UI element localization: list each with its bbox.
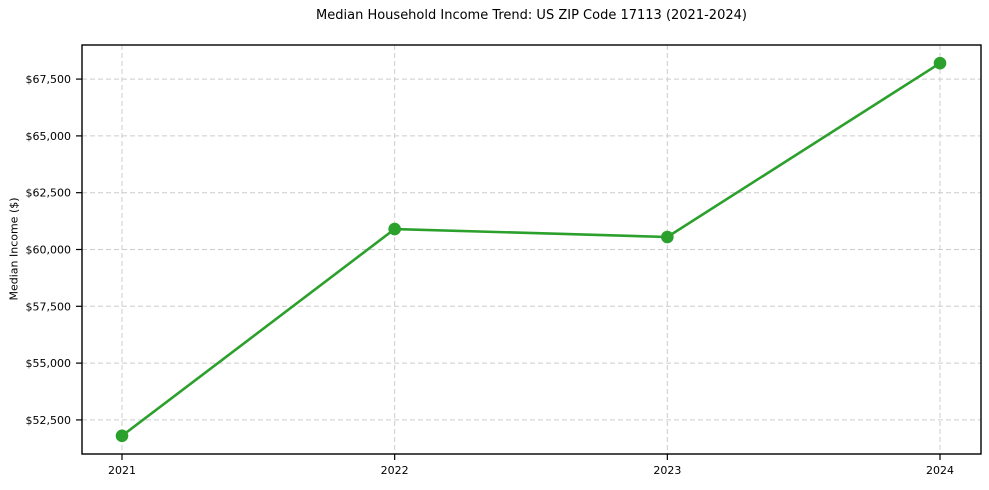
y-tick-label: $55,000: [26, 357, 72, 370]
x-tick-label: 2024: [926, 464, 954, 477]
data-point: [661, 230, 674, 244]
y-tick-label: $67,500: [26, 73, 72, 86]
x-tick-label: 2022: [381, 464, 409, 477]
data-point: [115, 429, 129, 443]
y-tick-label: $57,500: [26, 300, 72, 313]
data-point: [933, 56, 947, 70]
x-tick-label: 2021: [108, 464, 136, 477]
data-point: [388, 222, 401, 236]
series-line: [120, 61, 942, 438]
y-tick-label: $65,000: [26, 130, 72, 143]
y-tick-label: $52,500: [26, 414, 72, 427]
y-tick-label: $60,000: [26, 244, 72, 257]
x-tick-label: 2023: [653, 464, 681, 477]
chart-title: Median Household Income Trend: US ZIP Co…: [316, 8, 747, 23]
y-tick-label: $62,500: [26, 187, 72, 200]
